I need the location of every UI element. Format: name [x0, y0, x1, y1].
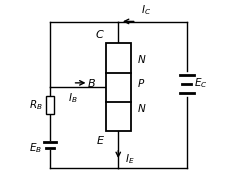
Bar	[106, 43, 131, 131]
Text: $E$: $E$	[96, 134, 105, 146]
Text: $E_C$: $E_C$	[194, 76, 207, 90]
Text: $N$: $N$	[137, 102, 146, 114]
Text: $N$: $N$	[137, 53, 146, 65]
Text: $R_B$: $R_B$	[29, 98, 42, 112]
Text: $C$: $C$	[95, 28, 105, 40]
Text: $I_B$: $I_B$	[68, 91, 77, 105]
Text: $B$: $B$	[87, 77, 96, 89]
Bar	[46, 96, 54, 114]
Text: $I_E$: $I_E$	[125, 152, 135, 166]
Text: $P$: $P$	[137, 77, 145, 89]
Text: $I_C$: $I_C$	[141, 3, 151, 17]
Text: $E_B$: $E_B$	[29, 141, 42, 155]
